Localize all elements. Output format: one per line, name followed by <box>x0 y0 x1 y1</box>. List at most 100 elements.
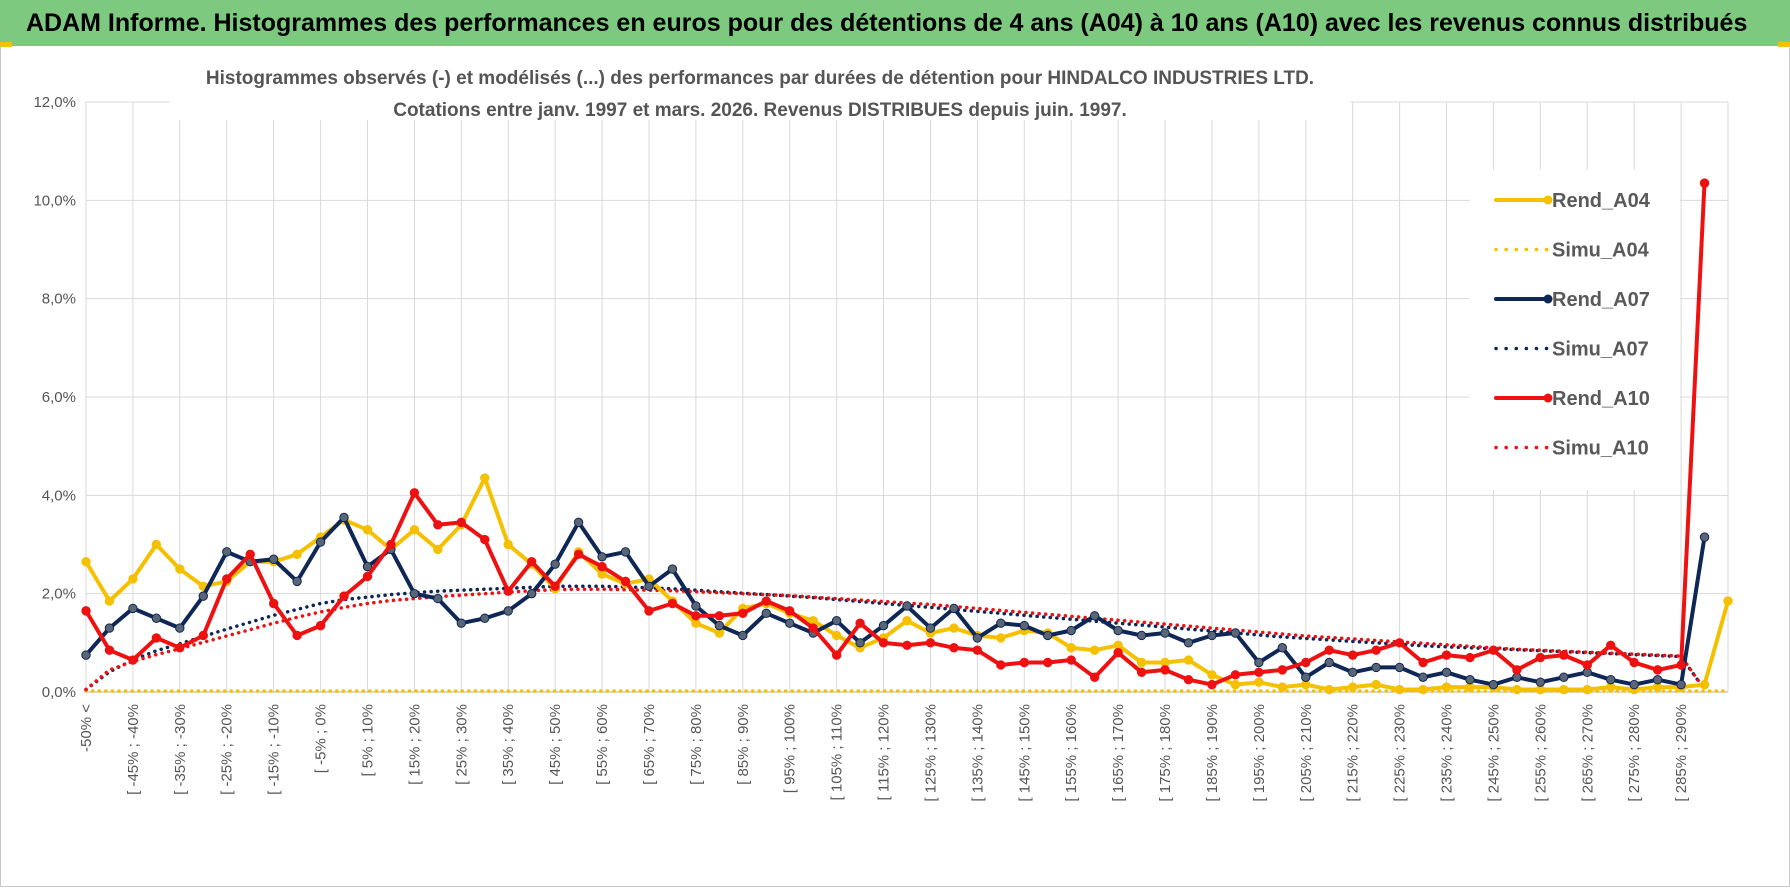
data-point-rend-a04 <box>151 539 162 550</box>
report-title-banner: ADAM Informe. Histogrammes des performan… <box>0 0 1790 46</box>
data-point-rend-a10 <box>972 645 983 655</box>
data-point-rend-a10 <box>503 586 513 596</box>
legend: Rend_A04 Simu_A04 Rend_A07 Simu_A07 Rend_A10… <box>1470 170 1680 490</box>
data-point-rend-a10 <box>1066 655 1076 665</box>
data-point-rend-a10 <box>315 620 326 631</box>
x-tick-label: [ 145% ; 150% <box>1016 704 1033 802</box>
data-point-rend-a10 <box>1089 672 1100 682</box>
data-point-rend-a10 <box>1183 675 1194 685</box>
data-point-rend-a07 <box>409 588 420 599</box>
y-tick-label: 8,0% <box>42 291 76 308</box>
data-point-rend-a04 <box>1136 657 1147 668</box>
data-point-rend-a07 <box>81 650 91 660</box>
x-tick-label: [ 275% ; 280% <box>1626 704 1643 802</box>
data-point-rend-a07 <box>1418 672 1428 682</box>
data-point-rend-a10 <box>1629 657 1639 668</box>
data-point-rend-a07 <box>902 601 912 611</box>
x-tick-label: [ 255% ; 260% <box>1532 704 1549 802</box>
data-point-rend-a07 <box>738 630 748 641</box>
report-title: ADAM Informe. Histogrammes des performan… <box>26 9 1748 37</box>
data-point-rend-a07 <box>1488 679 1499 690</box>
data-point-rend-a07 <box>714 620 725 631</box>
chart-title-box: Histogrammes observés (-) et modélisés (… <box>170 60 1350 121</box>
x-tick-label: [ -5% ; 0% <box>313 704 330 773</box>
data-point-rend-a07 <box>339 512 349 523</box>
x-tick-label: [ 185% ; 190% <box>1204 704 1221 802</box>
data-point-rend-a10 <box>1254 667 1264 678</box>
y-tick-label: 4,0% <box>42 487 76 504</box>
y-tick-label: 2,0% <box>42 586 76 603</box>
data-point-rend-a07 <box>1676 679 1686 690</box>
data-point-rend-a04 <box>503 539 513 550</box>
data-point-rend-a07 <box>925 623 936 633</box>
data-point-rend-a04 <box>292 549 302 560</box>
data-point-rend-a04 <box>996 633 1006 643</box>
legend-background <box>1470 170 1680 490</box>
data-point-rend-a07 <box>949 603 959 614</box>
legend-label-simu-a10: Simu_A10 <box>1552 438 1649 460</box>
chart-title-background <box>170 60 1350 120</box>
data-point-rend-a04 <box>104 596 115 606</box>
data-point-rend-a07 <box>1160 628 1170 638</box>
data-point-rend-a04 <box>1441 682 1452 692</box>
x-tick-label: [ 25% ; 30% <box>453 704 470 785</box>
data-point-rend-a07 <box>1277 643 1288 653</box>
data-point-rend-a10 <box>808 623 818 633</box>
x-tick-label: [ 195% ; 200% <box>1251 704 1268 802</box>
data-point-rend-a07 <box>1207 630 1217 641</box>
data-point-rend-a10 <box>1324 645 1334 655</box>
data-point-rend-a07 <box>1371 662 1381 673</box>
data-point-rend-a10 <box>855 618 865 628</box>
x-tick-label: [ 265% ; 270% <box>1579 704 1596 802</box>
data-point-rend-a10 <box>550 581 560 591</box>
data-point-rend-a10 <box>175 643 185 653</box>
x-tick-label: [ 105% ; 110% <box>829 704 846 800</box>
data-point-rend-a04 <box>362 525 373 535</box>
data-point-rend-a04 <box>902 616 912 626</box>
x-tick-label: [ 285% ; 290% <box>1673 704 1690 802</box>
x-tick-label: [ 165% ; 170% <box>1110 704 1127 802</box>
data-point-rend-a10 <box>1230 670 1241 680</box>
data-point-rend-a10 <box>480 534 490 545</box>
data-point-rend-a10 <box>268 598 279 609</box>
data-point-rend-a07 <box>433 593 443 604</box>
data-point-rend-a04 <box>1371 679 1381 690</box>
data-point-rend-a07 <box>1347 667 1358 678</box>
x-tick-label: [ 205% ; 210% <box>1298 704 1315 802</box>
data-point-rend-a07 <box>761 608 771 619</box>
data-point-rend-a10 <box>644 606 654 616</box>
data-point-rend-a07 <box>1254 657 1264 668</box>
data-point-rend-a10 <box>1606 640 1616 650</box>
x-tick-label: [ 135% ; 140% <box>969 704 986 802</box>
x-tick-label: [ -45% ; -40% <box>125 704 142 795</box>
data-point-rend-a04 <box>1277 682 1288 692</box>
data-point-rend-a10 <box>667 598 678 609</box>
legend-label-rend-a04: Rend_A04 <box>1552 190 1651 212</box>
data-point-rend-a07 <box>785 618 795 628</box>
data-point-rend-a07 <box>503 606 513 616</box>
data-point-rend-a10 <box>362 571 373 582</box>
data-point-rend-a10 <box>785 606 795 616</box>
data-point-rend-a10 <box>409 488 420 498</box>
data-point-rend-a10 <box>691 611 701 621</box>
data-point-rend-a10 <box>1043 657 1053 668</box>
x-tick-label: [ 15% ; 20% <box>406 704 423 785</box>
data-point-rend-a07 <box>526 588 537 599</box>
data-point-rend-a10 <box>456 517 467 528</box>
legend-label-rend-a07: Rend_A07 <box>1552 289 1650 311</box>
data-point-rend-a04 <box>1183 655 1194 665</box>
data-point-rend-a04 <box>1089 645 1100 655</box>
data-point-rend-a10 <box>1277 665 1288 675</box>
data-point-rend-a10 <box>1301 657 1311 668</box>
data-point-rend-a10 <box>925 638 936 648</box>
x-tick-label: [ 225% ; 230% <box>1392 704 1409 802</box>
data-point-rend-a07 <box>222 547 232 557</box>
x-tick-label: [ 35% ; 40% <box>500 704 517 785</box>
chart-title-line-1: Histogrammes observés (-) et modélisés (… <box>206 68 1314 89</box>
data-point-rend-a10 <box>386 539 396 550</box>
data-point-rend-a10 <box>128 655 138 665</box>
series-layer <box>81 178 1733 695</box>
histogram-chart: 0,0% 2,0% 4,0% 6,0% 8,0% 10,0% 12,0% -50% < [ -… <box>33 60 1733 802</box>
series-line-rend-a04 <box>84 476 1730 692</box>
data-point-rend-a10 <box>1488 645 1499 655</box>
